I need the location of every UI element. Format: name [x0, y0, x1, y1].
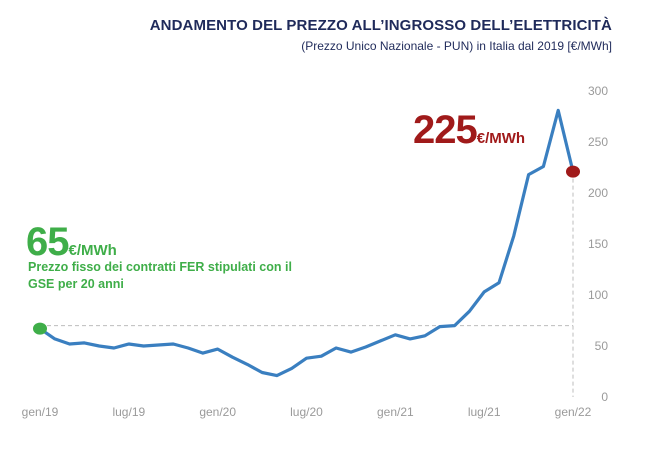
- current-price-label: 225€/MWh: [413, 108, 525, 153]
- x-tick-label: lug/21: [468, 405, 501, 419]
- x-tick-label: gen/22: [555, 405, 592, 419]
- price-series-line: [38, 108, 575, 378]
- y-tick-label: 150: [588, 237, 608, 251]
- x-tick-label: gen/21: [377, 405, 414, 419]
- fixed-price-value: 65: [26, 220, 69, 264]
- y-tick-label: 300: [588, 84, 608, 98]
- fixed-price-label: 65€/MWh: [26, 220, 117, 265]
- x-tick-label: gen/20: [199, 405, 236, 419]
- y-tick-label: 0: [601, 390, 608, 404]
- x-tick-label: gen/19: [22, 405, 59, 419]
- fixed-price-unit: €/MWh: [68, 242, 117, 259]
- current-price-value: 225: [413, 108, 478, 152]
- chart-subtitle: (Prezzo Unico Nazionale - PUN) in Italia…: [301, 39, 612, 53]
- y-tick-label: 50: [595, 339, 609, 353]
- y-tick-label: 200: [588, 186, 608, 200]
- highlight-point: [33, 322, 47, 335]
- highlight-point: [566, 165, 580, 178]
- y-tick-label: 100: [588, 288, 608, 302]
- chart-title: ANDAMENTO DEL PREZZO ALL’INGROSSO DELL’E…: [149, 17, 612, 34]
- x-tick-label: lug/20: [290, 405, 323, 419]
- x-tick-label: lug/19: [112, 405, 145, 419]
- fixed-price-note: Prezzo fisso dei contratti FER stipulati…: [28, 260, 292, 291]
- y-tick-label: 250: [588, 135, 608, 149]
- current-price-unit: €/MWh: [476, 130, 526, 147]
